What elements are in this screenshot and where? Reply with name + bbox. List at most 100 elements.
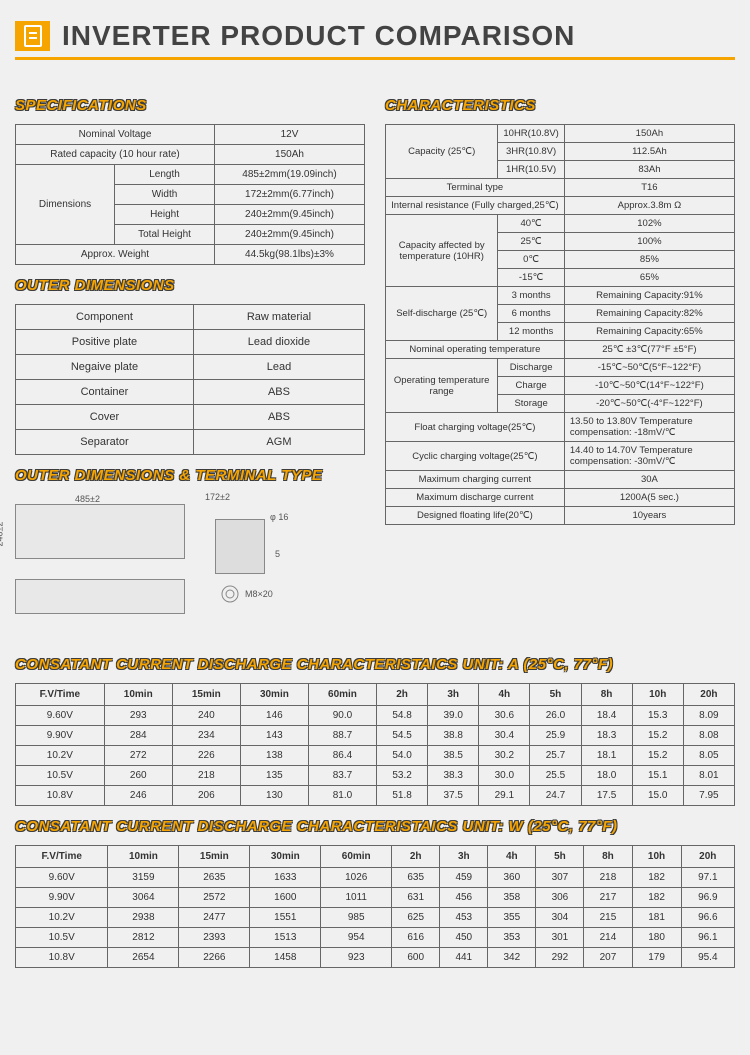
dis-cell: 10.8V [16,948,108,968]
char-label: Terminal type [386,179,565,197]
dis-cell: 15.2 [632,746,683,766]
dis-cell: 7.95 [683,786,734,806]
dis-cell: 3064 [108,888,179,908]
spec-label: Rated capacity (10 hour rate) [16,145,215,165]
outer-header: Component [16,305,194,330]
dis-cell: 30.2 [479,746,530,766]
char-label: Discharge [498,359,564,377]
dis-cell: 26.0 [530,706,581,726]
dis-header: 20h [683,684,734,706]
dis-cell: 15.2 [632,726,683,746]
dis-cell: 450 [440,928,488,948]
dis-cell: 360 [488,868,536,888]
dis-cell: 217 [584,888,632,908]
dis-cell: 218 [584,868,632,888]
dis-cell: 18.4 [581,706,632,726]
dis-cell: 54.5 [377,726,428,746]
dis-header: 10h [632,684,683,706]
char-value: 150Ah [564,125,734,143]
char-label: 6 months [498,305,564,323]
char-value: 30A [564,471,734,489]
dis-cell: 10.2V [16,908,108,928]
dis-cell: 8.09 [683,706,734,726]
discharge-w-table: F.V/Time 10min 15min 30min 60min 2h 3h 4… [15,845,735,968]
spec-label: Nominal Voltage [16,125,215,145]
char-label: Cyclic charging voltage(25℃) [386,442,565,471]
dis-cell: 90.0 [308,706,376,726]
dis-header: 60min [321,846,392,868]
dis-cell: 2266 [179,948,250,968]
dis-cell: 635 [392,868,440,888]
dis-header: F.V/Time [16,846,108,868]
dis-cell: 10.8V [16,786,105,806]
dis-cell: 207 [584,948,632,968]
dis-cell: 53.2 [377,766,428,786]
dis-header: 30min [250,846,321,868]
spec-label: Height [115,205,215,225]
char-value: -20℃~50℃(-4°F~122°F) [564,395,734,413]
char-label: 12 months [498,323,564,341]
dis-cell: 146 [240,706,308,726]
dis-cell: 1551 [250,908,321,928]
char-value: 13.50 to 13.80V Temperature compensation… [564,413,734,442]
outer-cell: Container [16,380,194,405]
dis-cell: 96.1 [681,928,734,948]
dis-cell: 30.0 [479,766,530,786]
dis-cell: 30.4 [479,726,530,746]
dis-cell: 54.0 [377,746,428,766]
section-specs-title: SPECIFICATIONS [15,97,365,114]
dis-cell: 625 [392,908,440,928]
dis-cell: 138 [240,746,308,766]
dis-cell: 10.5V [16,928,108,948]
dis-header: 2h [392,846,440,868]
dis-cell: 923 [321,948,392,968]
char-value: 25℃ ±3℃(77°F ±5°F) [564,341,734,359]
dis-header: 10h [632,846,681,868]
dis-cell: 1513 [250,928,321,948]
char-value: Approx.3.8m Ω [564,197,734,215]
char-value: 85% [564,251,734,269]
dim-label: 240±2 [0,522,4,547]
dis-cell: 97.1 [681,868,734,888]
spec-value: 172±2mm(6.77inch) [214,185,364,205]
dis-header: 3h [428,684,479,706]
dis-header: 10min [108,846,179,868]
outer-cell: Separator [16,430,194,455]
dis-header: 60min [308,684,376,706]
spec-value: 44.5kg(98.1lbs)±3% [214,245,364,265]
dis-cell: 15.0 [632,786,683,806]
section-dischargeW-title: CONSATANT CURRENT DISCHARGE CHARACTERIST… [15,818,735,835]
outer-cell: Lead [193,355,364,380]
dis-cell: 293 [104,706,172,726]
char-value: 102% [564,215,734,233]
dis-cell: 135 [240,766,308,786]
char-value: 100% [564,233,734,251]
dis-cell: 292 [536,948,584,968]
dis-cell: 2572 [179,888,250,908]
dis-cell: 240 [172,706,240,726]
terminal-diagram: 172±2 φ 16 5 M8×20 [205,504,305,624]
section-outerdim-term-title: OUTER DIMENSIONS & TERMINAL TYPE [15,467,365,484]
dis-header: 4h [479,684,530,706]
dis-cell: 631 [392,888,440,908]
dis-cell: 307 [536,868,584,888]
outer-dim-table: Component Raw material Positive plateLea… [15,304,365,455]
dis-cell: 234 [172,726,240,746]
dis-cell: 181 [632,908,681,928]
dis-cell: 206 [172,786,240,806]
dis-cell: 301 [536,928,584,948]
char-label: Maximum discharge current [386,489,565,507]
spec-value: 150Ah [214,145,364,165]
spec-label: Total Height [115,225,215,245]
dis-cell: 182 [632,888,681,908]
outer-cell: AGM [193,430,364,455]
dis-cell: 246 [104,786,172,806]
dim-label: M8×20 [245,589,273,599]
spec-label: Approx. Weight [16,245,215,265]
dis-cell: 83.7 [308,766,376,786]
dis-cell: 88.7 [308,726,376,746]
outer-cell: Lead dioxide [193,330,364,355]
outer-cell: Positive plate [16,330,194,355]
discharge-a-table: F.V/Time 10min 15min 30min 60min 2h 3h 4… [15,683,735,806]
outer-cell: Cover [16,405,194,430]
